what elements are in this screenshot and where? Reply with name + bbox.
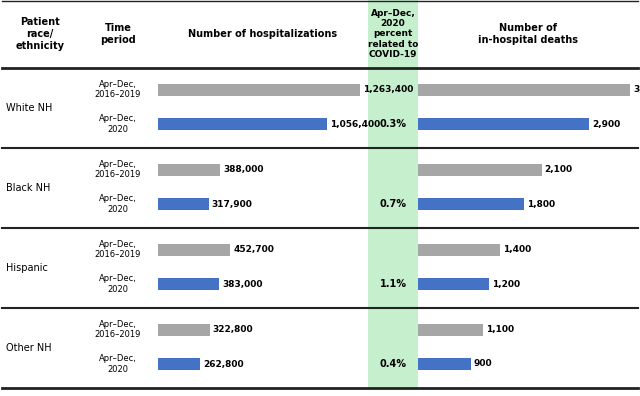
Bar: [158, 198, 209, 210]
Text: 1,056,400: 1,056,400: [330, 120, 380, 128]
Text: Apr–Dec,
2016–2019: Apr–Dec, 2016–2019: [95, 80, 141, 99]
Text: Apr–Dec,
2016–2019: Apr–Dec, 2016–2019: [95, 160, 141, 179]
Bar: [158, 324, 210, 335]
Bar: [418, 164, 541, 175]
Bar: [418, 198, 524, 210]
Text: Hispanic: Hispanic: [6, 263, 48, 273]
Text: 388,000: 388,000: [223, 165, 264, 174]
Text: Apr–Dec,
2020
percent
related to
COVID-19: Apr–Dec, 2020 percent related to COVID-1…: [368, 9, 418, 59]
Text: Apr–Dec,
2020: Apr–Dec, 2020: [99, 194, 137, 214]
Text: 1.1%: 1.1%: [380, 279, 406, 289]
Text: 2,100: 2,100: [545, 165, 573, 174]
Text: Apr–Dec,
2016–2019: Apr–Dec, 2016–2019: [95, 320, 141, 339]
Bar: [418, 358, 471, 370]
Bar: [418, 324, 483, 335]
Text: Apr–Dec,
2020: Apr–Dec, 2020: [99, 114, 137, 134]
Text: 317,900: 317,900: [212, 200, 253, 209]
Text: Number of
in-hospital deaths: Number of in-hospital deaths: [478, 23, 578, 45]
Bar: [418, 244, 500, 255]
Text: 1,200: 1,200: [492, 280, 520, 289]
Text: 1,800: 1,800: [527, 200, 555, 209]
Text: 1,263,400: 1,263,400: [363, 85, 413, 94]
Text: 900: 900: [474, 360, 493, 369]
Text: 3,600: 3,600: [633, 85, 640, 94]
Text: White NH: White NH: [6, 103, 52, 113]
Text: 322,800: 322,800: [212, 325, 253, 334]
Bar: [158, 118, 327, 130]
Text: 262,800: 262,800: [203, 360, 244, 369]
Bar: [418, 84, 630, 95]
Bar: [158, 278, 220, 290]
Bar: [418, 118, 589, 130]
Text: Number of hospitalizations: Number of hospitalizations: [188, 29, 337, 39]
Text: 0.3%: 0.3%: [380, 119, 406, 129]
Bar: [418, 278, 489, 290]
Text: Patient
race/
ethnicity: Patient race/ ethnicity: [15, 17, 65, 51]
Text: 383,000: 383,000: [222, 280, 263, 289]
Text: 2,900: 2,900: [592, 120, 620, 128]
Text: Black NH: Black NH: [6, 183, 51, 193]
Text: Apr–Dec,
2016–2019: Apr–Dec, 2016–2019: [95, 240, 141, 259]
Text: 0.4%: 0.4%: [380, 359, 406, 369]
Text: Other NH: Other NH: [6, 343, 52, 353]
Text: 452,700: 452,700: [234, 245, 275, 254]
Text: 0.7%: 0.7%: [380, 199, 406, 209]
Text: 1,400: 1,400: [504, 245, 532, 254]
Bar: [158, 358, 200, 370]
Text: 1,100: 1,100: [486, 325, 514, 334]
Bar: [368, 0, 418, 388]
Text: Time
period: Time period: [100, 23, 136, 45]
Bar: [158, 164, 220, 175]
Bar: [158, 84, 360, 95]
Text: Apr–Dec,
2020: Apr–Dec, 2020: [99, 274, 137, 294]
Bar: [158, 244, 230, 255]
Text: Apr–Dec,
2020: Apr–Dec, 2020: [99, 354, 137, 374]
